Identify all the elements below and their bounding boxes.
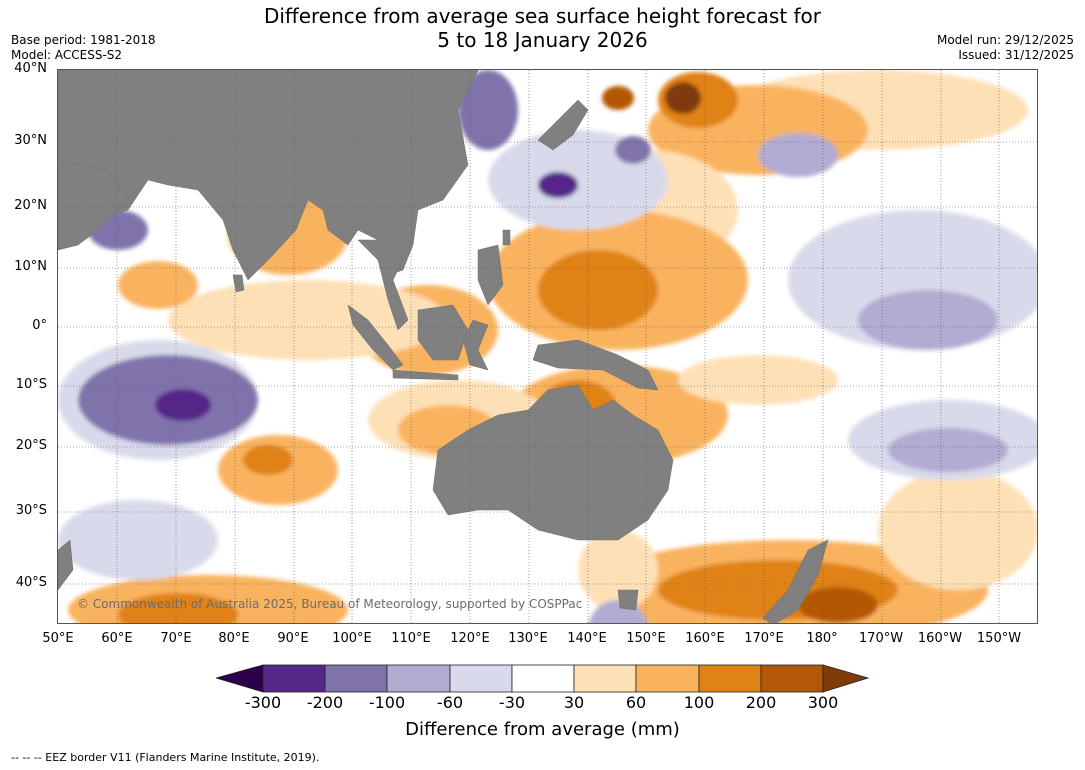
map-svg	[58, 70, 1037, 623]
lat-label: 10°N	[14, 259, 47, 274]
lat-label: 20°S	[15, 438, 47, 453]
land	[58, 70, 829, 623]
land-newguinea	[532, 339, 659, 391]
colorbar-low-arrow	[216, 664, 264, 693]
colorbar-tick: 200	[745, 693, 777, 712]
anomaly-pos	[678, 355, 838, 405]
lat-label: 30°N	[14, 133, 47, 148]
lon-label: 180°	[806, 631, 838, 646]
land-borneo	[417, 304, 469, 361]
colorbar-tick: -300	[244, 693, 282, 712]
colorbar	[216, 664, 870, 693]
lon-label: 60°E	[101, 631, 133, 646]
colorbar-tick: -200	[306, 693, 344, 712]
colorbar-bin	[573, 664, 637, 693]
lat-label: 40°S	[15, 575, 47, 590]
colorbar-bin	[511, 664, 575, 693]
anomaly-pos	[118, 593, 238, 623]
anomaly-pos	[878, 470, 1037, 590]
lat-label: 0°	[32, 318, 47, 333]
lon-label: 170°W	[858, 631, 904, 646]
lon-label: 160°W	[917, 631, 963, 646]
colorbar-tick: -30	[498, 693, 526, 712]
lon-label: 130°E	[508, 631, 548, 646]
anomaly-pos	[538, 250, 658, 330]
colorbar-bin	[635, 664, 700, 693]
issued-date: Issued: 31/12/2025	[958, 48, 1074, 62]
title-line-2: 5 to 18 January 2026	[437, 28, 648, 52]
land-newzealand	[762, 539, 829, 623]
anomaly-neg	[888, 428, 1008, 472]
lon-label: 50°E	[42, 631, 74, 646]
land-taiwan	[502, 229, 511, 246]
meta-right: Model run: 29/12/2025 Issued: 31/12/2025	[937, 33, 1074, 63]
lon-label: 110°E	[391, 631, 431, 646]
lon-label: 120°E	[450, 631, 490, 646]
land-tasmania	[617, 589, 639, 611]
lon-label: 70°E	[160, 631, 192, 646]
colorbar-bin	[698, 664, 762, 693]
anomaly-neg	[155, 389, 211, 421]
land-madagascar	[58, 539, 74, 591]
anomaly-pos	[798, 587, 878, 623]
colorbar-tick: -60	[436, 693, 464, 712]
lon-label: 150°E	[626, 631, 666, 646]
colorbar-bin	[449, 664, 513, 693]
anomaly-pos	[243, 445, 293, 475]
meta-left: Base period: 1981-2018 Model: ACCESS-S2	[11, 33, 156, 63]
lon-label: 90°E	[277, 631, 309, 646]
anomaly-pos	[665, 82, 701, 114]
lon-label: 150°W	[976, 631, 1022, 646]
lon-label: 80°E	[218, 631, 250, 646]
copyright-notice: © Commonwealth of Australia 2025, Bureau…	[77, 597, 583, 611]
anomaly-neg	[758, 133, 838, 177]
colorbar-high-arrow	[822, 664, 870, 693]
lon-label: 170°E	[744, 631, 784, 646]
map-panel	[57, 69, 1038, 624]
land-arabia	[58, 159, 129, 251]
colorbar-tick: 30	[563, 693, 585, 712]
colorbar-tick: 100	[683, 693, 715, 712]
gridlines	[58, 70, 1037, 623]
lat-label: 40°N	[14, 61, 47, 76]
chart-title: Difference from average sea surface heig…	[0, 4, 1085, 52]
colorbar-bin	[760, 664, 824, 693]
lat-label: 10°S	[15, 377, 47, 392]
lon-label: 100°E	[332, 631, 372, 646]
anomaly-neg	[58, 500, 218, 580]
land-philippines	[477, 244, 504, 306]
land-asia	[58, 70, 479, 281]
base-period: Base period: 1981-2018	[11, 33, 156, 47]
anomaly-neg	[458, 70, 518, 150]
footnote: -- -- -- EEZ border V11 (Flanders Marine…	[11, 751, 320, 764]
lon-label: 160°E	[685, 631, 725, 646]
land-sumatra	[347, 304, 404, 371]
anomaly-pos	[602, 86, 634, 110]
model-name: Model: ACCESS-S2	[11, 48, 123, 62]
anomaly-neg	[858, 290, 998, 350]
lon-label: 140°E	[567, 631, 607, 646]
anomaly-neg	[615, 136, 651, 164]
title-line-1: Difference from average sea surface heig…	[263, 4, 822, 28]
colorbar-bin	[262, 664, 326, 693]
land-indochina	[357, 239, 409, 331]
land-australia	[432, 384, 674, 541]
lat-label: 20°N	[14, 198, 47, 213]
anomaly-pos	[118, 261, 198, 309]
colorbar-tick: 300	[807, 693, 839, 712]
model-run: Model run: 29/12/2025	[936, 33, 1074, 47]
anomaly-neg	[538, 172, 578, 198]
colorbar-bin	[324, 664, 388, 693]
colorbar-tick: 60	[625, 693, 647, 712]
colorbar-tick: -100	[368, 693, 406, 712]
colorbar-label: Difference from average (mm)	[405, 719, 680, 740]
colorbar-bin	[386, 664, 451, 693]
lat-label: 30°S	[15, 503, 47, 518]
land-java	[392, 369, 459, 381]
land-sulawesi	[462, 319, 489, 371]
